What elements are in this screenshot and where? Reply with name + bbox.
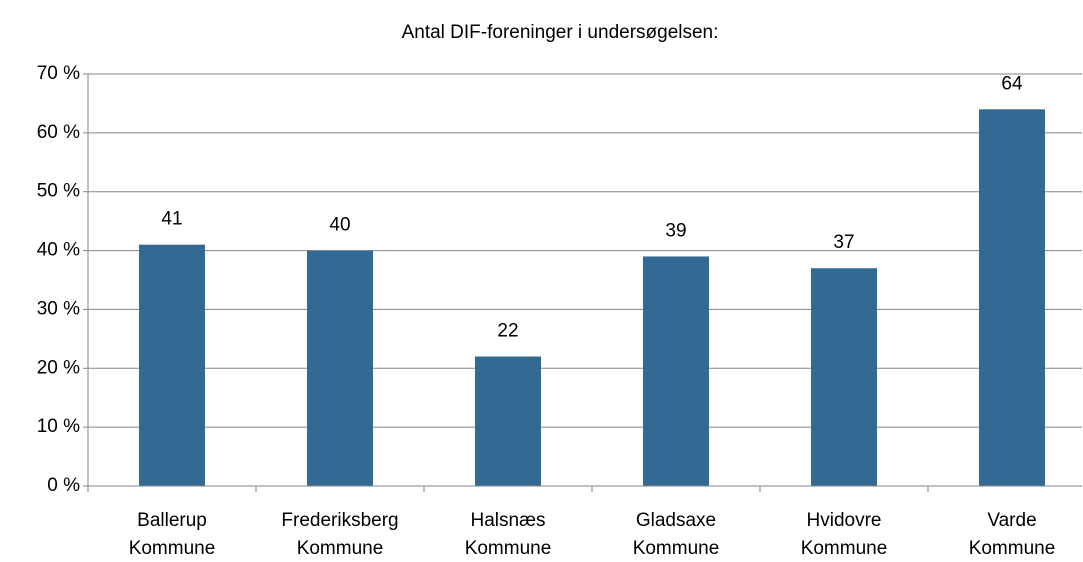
bar bbox=[307, 250, 373, 486]
x-tick-label: Varde Kommune bbox=[969, 510, 1056, 559]
bar bbox=[979, 109, 1045, 487]
y-tick-label: 40 % bbox=[37, 240, 80, 261]
x-tick-label: Ballerup Kommune bbox=[129, 510, 216, 559]
data-label: 41 bbox=[161, 209, 182, 230]
data-label: 37 bbox=[833, 232, 854, 253]
x-tick-label: Halsnæs Kommune bbox=[465, 510, 552, 559]
bar bbox=[139, 244, 205, 486]
bar bbox=[475, 356, 541, 486]
y-tick-label: 20 % bbox=[37, 357, 80, 378]
data-label: 22 bbox=[497, 321, 518, 342]
bar bbox=[643, 256, 709, 486]
x-tick-label: Hvidovre Kommune bbox=[801, 510, 888, 559]
data-label: 40 bbox=[329, 215, 350, 236]
chart-title: Antal DIF-foreninger i undersøgelsen: bbox=[402, 22, 719, 43]
data-label: 39 bbox=[665, 220, 686, 241]
y-tick-label: 60 % bbox=[37, 122, 80, 143]
bar bbox=[811, 268, 877, 486]
y-tick-label: 50 % bbox=[37, 181, 80, 202]
y-tick-label: 0 % bbox=[47, 475, 80, 496]
data-label: 64 bbox=[1001, 73, 1023, 94]
x-tick-label: Gladsaxe Kommune bbox=[633, 510, 720, 559]
y-tick-label: 70 % bbox=[37, 63, 80, 84]
y-tick-label: 30 % bbox=[37, 298, 80, 319]
x-tick-label: Frederiksberg Kommune bbox=[281, 510, 398, 559]
y-tick-label: 10 % bbox=[37, 416, 80, 437]
